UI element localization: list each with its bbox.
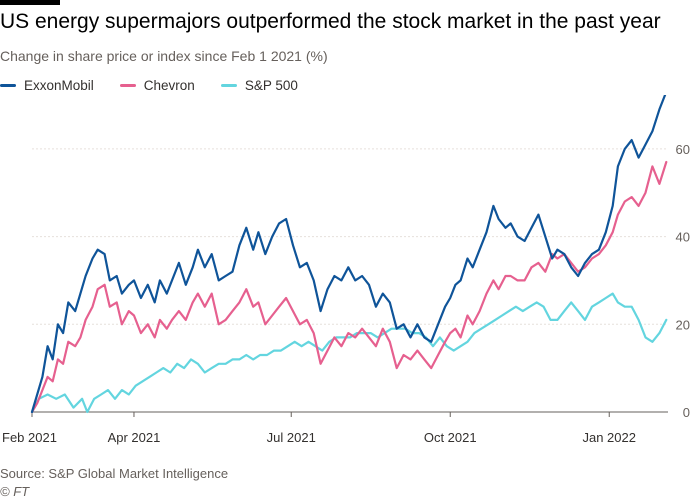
legend-label: S&P 500 <box>244 78 298 93</box>
chart-subtitle: Change in share price or index since Feb… <box>0 48 328 64</box>
x-tick-label: Feb 2021 <box>2 430 57 445</box>
series-line-chevron <box>30 160 668 414</box>
x-tick-label: Jul 2021 <box>267 430 316 445</box>
brand-top-bar <box>0 0 60 5</box>
x-tick-label: Jan 2022 <box>582 430 636 445</box>
legend-swatch <box>220 84 237 87</box>
legend-label: Chevron <box>143 78 195 93</box>
series-line-sp500 <box>30 292 668 414</box>
source-note: Source: S&P Global Market Intelligence <box>0 466 229 481</box>
legend-item-chevron: Chevron <box>119 78 195 93</box>
series-line-exxonmobil <box>30 95 667 414</box>
y-tick-label: 0 <box>683 405 690 420</box>
legend-item-sp500: S&P 500 <box>220 78 298 93</box>
ft-credit: © FT <box>0 484 30 499</box>
y-tick-label: 40 <box>676 230 690 245</box>
y-tick-label: 60 <box>676 142 690 157</box>
legend: ExxonMobil Chevron S&P 500 <box>0 78 298 93</box>
y-tick-label: 20 <box>676 317 690 332</box>
x-tick-label: Oct 2021 <box>424 430 477 445</box>
legend-swatch <box>0 84 16 87</box>
legend-item-exxonmobil: ExxonMobil <box>0 78 94 93</box>
chart-title: US energy supermajors outperformed the s… <box>0 10 661 33</box>
x-tick-label: Apr 2021 <box>108 430 161 445</box>
line-chart: 0 20 40 60 Feb 2021 Apr 2021 Jul 2021 Oct 2021 J… <box>2 95 690 445</box>
legend-swatch <box>119 84 136 87</box>
legend-label: ExxonMobil <box>24 78 94 93</box>
